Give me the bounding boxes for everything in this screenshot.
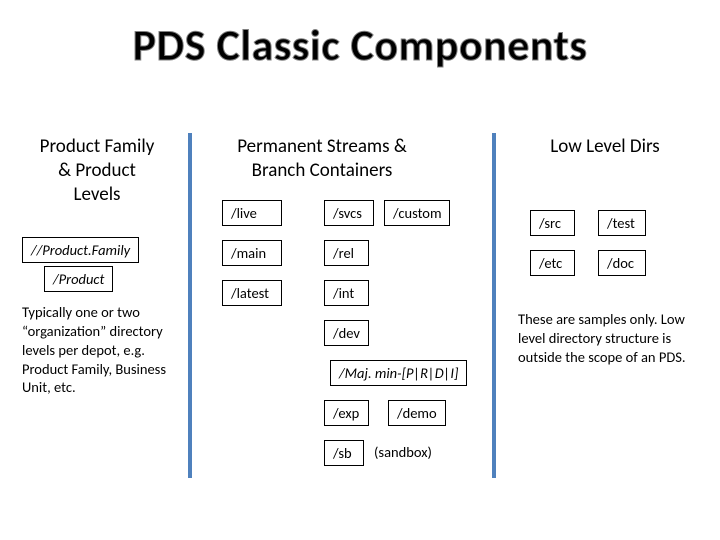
col-left-heading-l3: Levels: [74, 183, 121, 206]
box-etc: /etc: [530, 250, 575, 276]
col-left-heading-l2: & Product: [58, 159, 136, 182]
box-product: /Product: [44, 266, 113, 292]
box-main: /main: [222, 240, 282, 266]
box-src: /src: [530, 210, 575, 236]
col-mid-heading-wrap: Permanent Streams & Branch Containers: [207, 135, 437, 183]
divider-2: [492, 133, 496, 478]
col-mid-heading-l2: Branch Containers: [252, 159, 393, 182]
col-right-heading: Low Level Dirs: [515, 135, 695, 159]
box-svcs: /svcs: [324, 200, 374, 226]
page-title: PDS Classic Components: [0, 18, 720, 72]
col-mid-heading-l1: Permanent Streams &: [237, 135, 407, 158]
col-left-heading-l1: Product Family: [40, 135, 155, 158]
box-dev: /dev: [324, 320, 369, 346]
box-live: /live: [222, 200, 282, 226]
col-right-heading-wrap: Low Level Dirs: [515, 135, 695, 159]
box-doc: /doc: [598, 250, 646, 276]
box-product-family: //Product.Family: [22, 237, 139, 263]
box-test: /test: [598, 210, 646, 236]
box-latest: /latest: [222, 280, 282, 306]
col-left-heading-wrap: Product Family & Product Levels: [22, 135, 172, 206]
box-exp: /exp: [324, 400, 369, 426]
sandbox-label: (sandbox): [374, 443, 432, 461]
col-right-desc: These are samples only. Low level direct…: [518, 310, 703, 367]
box-custom: /custom: [384, 200, 450, 226]
box-sb: /sb: [324, 440, 364, 466]
box-rel: /rel: [324, 240, 369, 266]
divider-1: [188, 133, 192, 478]
box-int: /int: [324, 280, 369, 306]
box-maj: /Maj. min-[P|R|D|I]: [330, 360, 467, 386]
box-demo: /demo: [388, 400, 446, 426]
col-left-heading: Product Family & Product Levels: [22, 135, 172, 206]
col-mid-heading: Permanent Streams & Branch Containers: [207, 135, 437, 183]
col-left-desc: Typically one or two “organization” dire…: [22, 303, 172, 397]
